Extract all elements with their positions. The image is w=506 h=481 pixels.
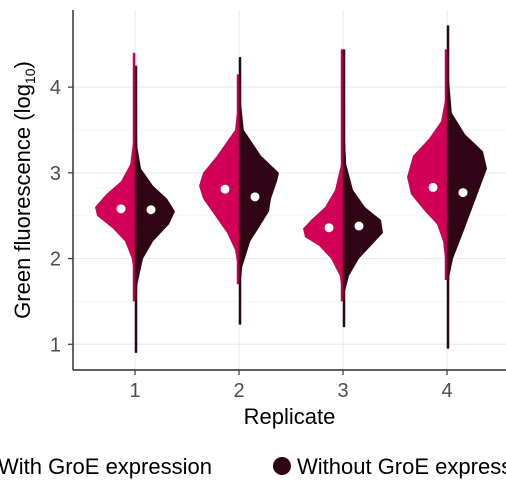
y-tick-label: 3 xyxy=(50,163,61,185)
violin-half xyxy=(303,49,343,302)
x-tick-label: 2 xyxy=(233,380,244,402)
axes: 1 2 3 4 1 2 3 4 xyxy=(50,10,506,402)
violin-half xyxy=(407,49,447,280)
y-axis-title-main: Green fluorescence (log xyxy=(10,84,35,319)
violin-half xyxy=(239,57,279,325)
median-point xyxy=(458,188,468,198)
violin-half xyxy=(95,52,135,302)
y-tick-label: 4 xyxy=(50,77,61,99)
x-tick-label: 4 xyxy=(441,380,452,402)
median-point xyxy=(250,192,260,202)
legend-key-without-groe xyxy=(273,457,291,475)
median-point xyxy=(146,205,156,215)
y-tick-label: 2 xyxy=(50,249,61,271)
median-point xyxy=(354,221,364,231)
x-tick-label: 1 xyxy=(129,380,140,402)
y-axis-title-subscript: 10 xyxy=(22,68,38,84)
violin-half xyxy=(447,25,487,349)
median-point xyxy=(428,182,438,192)
median-point xyxy=(220,184,230,194)
legend: With GroE expression Without GroE expres… xyxy=(0,454,506,479)
y-axis-title-end: ) xyxy=(10,61,35,68)
y-tick-label: 1 xyxy=(50,334,61,356)
median-point xyxy=(116,204,126,214)
violin-half xyxy=(199,74,239,285)
y-axis-title: Green fluorescence (log10) xyxy=(10,61,38,319)
violins xyxy=(95,25,487,353)
x-axis-title: Replicate xyxy=(244,404,336,429)
x-tick-label: 3 xyxy=(337,380,348,402)
median-point xyxy=(324,223,334,233)
legend-label-without-groe: Without GroE expression xyxy=(297,454,506,479)
legend-label-with-groe: With GroE expression xyxy=(0,454,212,479)
violin-half xyxy=(343,49,383,328)
